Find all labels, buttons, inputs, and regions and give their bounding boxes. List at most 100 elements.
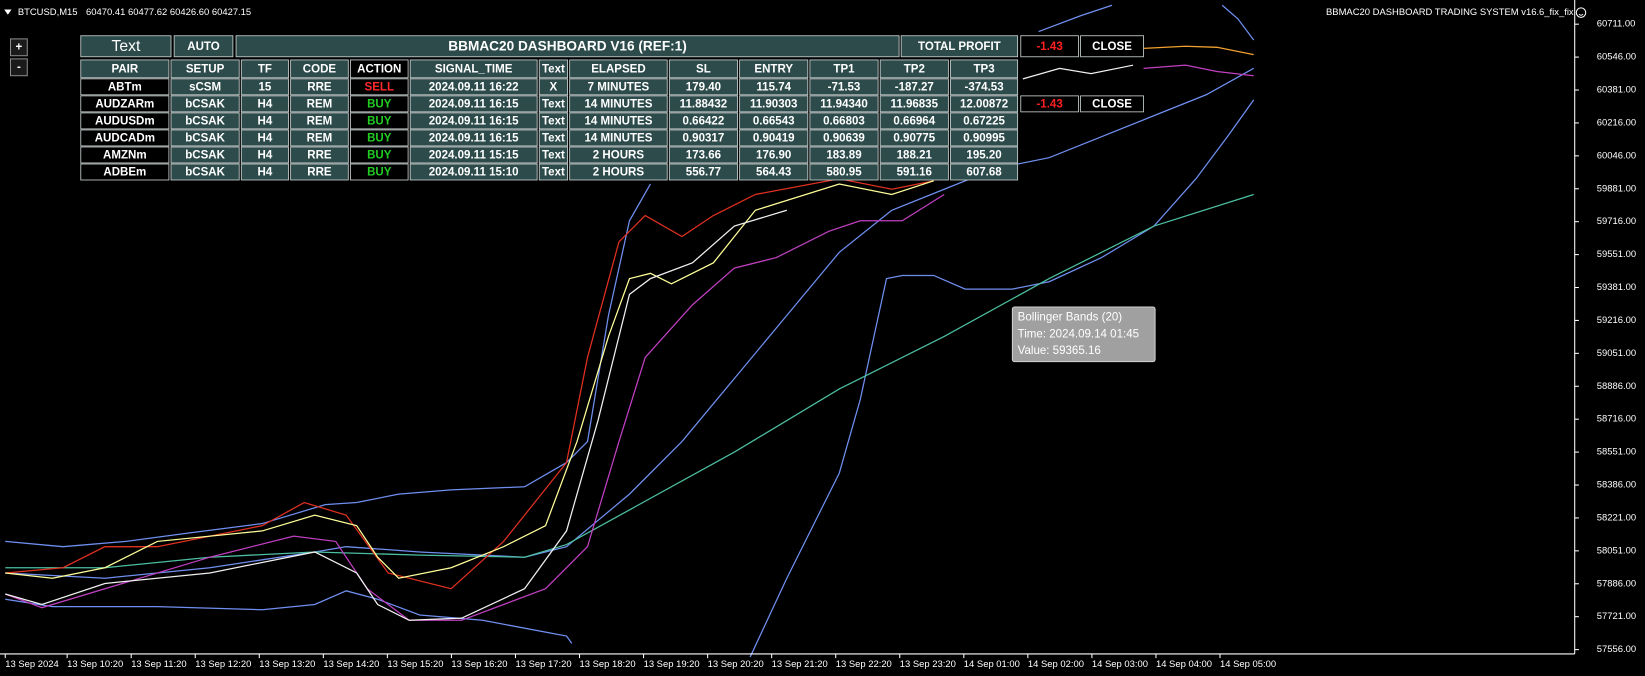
dashboard-cell-bg: [1020, 95, 1079, 113]
dashboard-cell-bg: [349, 112, 409, 130]
dashboard-cell: 2024.09.11 16:15: [429, 115, 519, 127]
time-label: 13 Sep 13:20: [259, 659, 315, 670]
time-label: 13 Sep 15:20: [387, 659, 443, 670]
dropdown-icon[interactable]: [4, 9, 12, 15]
time-label: 13 Sep 11:20: [131, 659, 186, 670]
column-header: TP3: [973, 63, 994, 75]
dashboard-top-cell-bg[interactable]: [173, 35, 234, 58]
dashboard-cell-bg: [290, 78, 349, 96]
dashboard-top-cell: AUTO: [187, 41, 219, 53]
dashboard-cell: 7 MINUTES: [588, 81, 650, 93]
dashboard-cell-bg: [668, 129, 738, 147]
dashboard-cell: ADBEm: [103, 167, 146, 179]
time-label: 13 Sep 12:20: [195, 659, 251, 670]
dashboard-cell: H4: [258, 132, 273, 144]
dashboard-top-cell: CLOSE: [1092, 41, 1132, 53]
dashboard-cell-bg: [409, 112, 538, 130]
dashboard-cell: 0.90317: [683, 132, 725, 144]
column-header-bg: [290, 59, 349, 79]
dashboard-cell: AUDZARm: [95, 98, 154, 110]
dashboard-cell-bg: [809, 146, 879, 164]
dashboard-cell: 0.90775: [893, 132, 935, 144]
dashboard-cell: 195.20: [966, 150, 1001, 162]
white-line: [5, 209, 788, 621]
time-label: 13 Sep 22:20: [836, 659, 892, 670]
dashboard-cell: 0.67225: [963, 115, 1005, 127]
column-header: TF: [258, 63, 272, 75]
dashboard-cell-bg: [739, 129, 809, 147]
column-header: Text: [542, 63, 565, 75]
tooltip-line: Value: 59365.16: [1018, 345, 1101, 357]
time-label: 14 Sep 05:00: [1220, 659, 1276, 670]
dashboard-cell: RRE: [307, 167, 332, 179]
lower-band: [5, 590, 573, 644]
dashboard-cell-bg: [409, 163, 538, 181]
red-line: [5, 178, 934, 590]
dashboard-cell-bg: [80, 95, 170, 113]
dashboard-cell: 11.94340: [820, 98, 867, 110]
upper-band: [5, 183, 651, 548]
column-header: SL: [696, 63, 711, 75]
dashboard-cell: AUDUSDm: [95, 115, 155, 127]
dashboard-cell: X: [550, 81, 558, 93]
column-header-bg: [170, 59, 240, 79]
dashboard-top-cell-bg[interactable]: [1080, 35, 1144, 58]
price-label: 59881.00: [1597, 183, 1636, 194]
dashboard-cell-bg[interactable]: [1080, 95, 1144, 113]
price-label: 59051.00: [1597, 348, 1636, 359]
dashboard-cell: BUY: [367, 115, 392, 127]
zoom-button-label: +: [16, 41, 23, 53]
dashboard-cell-bg: [349, 146, 409, 164]
dashboard-cell-bg: [879, 163, 949, 181]
price-label: 60546.00: [1597, 52, 1636, 63]
column-header: ENTRY: [754, 63, 793, 75]
indicator-lines: [5, 4, 1255, 658]
time-label: 13 Sep 21:20: [772, 659, 828, 670]
dashboard-cell-bg: [240, 112, 289, 130]
dashboard-cell: REM: [307, 98, 333, 110]
zoom-buttons: +-: [9, 38, 28, 77]
dashboard: Text AUTO BBMAC20 DASHBOARD V16 (REF:1) TOT…: [80, 35, 1144, 181]
dashboard-cell-bg: [349, 95, 409, 113]
dashboard-cell: bCSAK: [185, 132, 225, 144]
dashboard-cell: bCSAK: [185, 115, 225, 127]
zoom-button[interactable]: [9, 38, 28, 57]
dashboard-cell-bg: [569, 129, 668, 147]
column-header-bg: [879, 59, 949, 79]
dashboard-cell: 2 HOURS: [593, 167, 645, 179]
time-label: 13 Sep 16:20: [451, 659, 507, 670]
orange-line: [1143, 45, 1254, 56]
dashboard-cell-bg: [349, 129, 409, 147]
column-header: TP2: [904, 63, 925, 75]
dashboard-cell-bg: [349, 78, 409, 96]
dashboard-cell-bg: [538, 78, 568, 96]
price-label: 59216.00: [1597, 315, 1636, 326]
dashboard-top-cell-bg: [900, 35, 1019, 58]
dashboard-cell-bg: [569, 146, 668, 164]
dashboard-cell: 188.21: [897, 150, 933, 162]
tooltip-line: Time: 2024.09.14 01:45: [1018, 328, 1139, 340]
price-label: 57721.00: [1597, 611, 1636, 622]
dashboard-cell-bg: [240, 129, 289, 147]
zoom-button-label: -: [17, 61, 21, 73]
dashboard-cell: BUY: [367, 150, 392, 162]
tooltip-box: [1011, 306, 1156, 363]
time-label: 13 Sep 17:20: [515, 659, 571, 670]
dashboard-cell: ABTm: [108, 81, 142, 93]
dashboard-cell-bg: [170, 95, 240, 113]
dashboard-cell: H4: [258, 167, 273, 179]
dashboard-cell: -1.43: [1036, 98, 1062, 110]
dashboard-top-cell-bg: [1020, 35, 1079, 58]
dashboard-cell: 15: [258, 81, 271, 93]
dashboard-cell: 12.00872: [960, 98, 1008, 110]
column-header: ACTION: [357, 63, 401, 75]
time-label: 14 Sep 01:00: [964, 659, 1020, 670]
dashboard-cell: 2024.09.11 16:15: [429, 132, 519, 144]
column-header-bg: [739, 59, 809, 79]
price-label: 59381.00: [1597, 282, 1636, 293]
zoom-button[interactable]: [9, 58, 28, 77]
dashboard-top-cell: -1.43: [1036, 41, 1062, 53]
dashboard-cell-bg: [569, 163, 668, 181]
dashboard-cell: sCSM: [189, 81, 221, 93]
band-line: [749, 99, 1255, 658]
